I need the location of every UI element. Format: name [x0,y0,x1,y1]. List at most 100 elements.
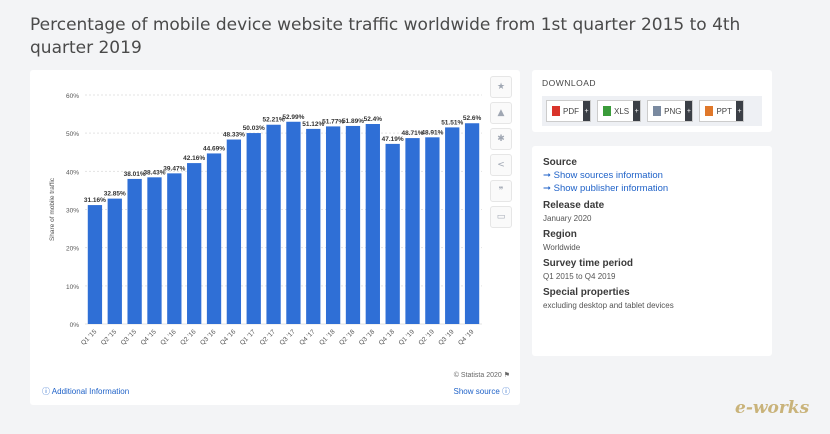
copyright: © Statista 2020 ⚑ [454,371,510,379]
y-tick-label: 50% [66,131,79,138]
bar [147,177,162,324]
y-tick-label: 0% [70,322,80,329]
special-heading: Special properties [543,287,630,298]
download-buttons: PDF + XLS + PNG + PPT + [542,96,762,126]
gear-icon[interactable]: ✱ [490,128,512,150]
plus-icon: + [583,101,590,121]
arrow-right-icon: ➞ [543,183,551,194]
plus-icon: + [633,101,641,121]
data-label: 51.77% [322,118,344,125]
bar [345,125,361,324]
data-label: 52.21% [263,117,285,124]
chart-card: 0% 10% 20% 30% 40% 50% 60% Share of mobile traf… [30,70,520,405]
region-value: Worldwide [543,243,581,252]
survey-heading: Survey time period [543,258,634,269]
download-pdf-button[interactable]: PDF + [546,100,591,122]
y-tick-label: 10% [66,284,79,291]
additional-information-link[interactable]: ⓘ Additional Information [42,386,129,397]
bar [206,153,222,324]
show-publisher-label: Show publisher information [553,183,669,194]
x-tick-label: Q2 '16 [179,328,198,347]
bar [246,133,261,324]
bell-icon[interactable]: ▲ [490,102,512,124]
release-value: January 2020 [543,214,592,223]
x-tick-label: Q1 '15 [80,328,99,347]
show-publisher-link[interactable]: ➞ Show publisher information [543,183,761,194]
x-tick-label: Q2 '17 [259,328,278,347]
x-tick-label: Q3 '17 [278,328,297,347]
xls-file-icon [603,106,611,116]
bar [167,173,182,324]
bar [445,127,460,324]
png-file-icon [653,106,662,116]
bar [226,139,242,324]
show-sources-label: Show sources information [553,170,663,181]
data-label: 32.85% [104,191,126,198]
plus-icon: + [736,101,744,121]
data-label: 44.69% [203,145,225,152]
data-label: 52.4% [364,116,383,123]
info-card: Source ➞ Show sources information ➞ Show… [532,146,772,356]
bar [266,124,281,324]
bar [385,143,400,324]
download-ppt-button[interactable]: PPT + [699,100,745,122]
quote-icon[interactable]: ❞ [490,180,512,202]
bar [425,137,440,324]
data-label: 38.01% [124,171,146,178]
download-pdf-label: PDF [563,106,579,116]
data-label: 48.91% [421,129,443,136]
bar [365,124,380,324]
download-card: DOWNLOAD PDF + XLS + PNG + PPT + [532,70,772,132]
data-label: 48.33% [223,132,245,139]
download-xls-button[interactable]: XLS + [597,100,642,122]
bar [286,121,301,324]
data-label: 50.03% [243,125,265,132]
download-title: DOWNLOAD [542,78,597,88]
x-tick-label: Q1 '18 [318,328,337,347]
info-icon: ⓘ [502,387,510,396]
share-icon[interactable]: < [490,154,512,176]
arrow-right-icon: ➞ [543,170,551,181]
y-tick-label: 40% [66,169,79,176]
x-tick-label: Q2 '15 [100,328,119,347]
bar-chart: 0% 10% 20% 30% 40% 50% 60% Share of mobile traf… [49,93,482,347]
x-tick-label: Q3 '16 [199,328,218,347]
bar [187,163,202,324]
region-heading: Region [543,229,577,240]
x-tick-label: Q4 '17 [298,328,317,347]
bar [325,126,341,324]
data-label: 42.16% [183,155,205,162]
data-label: 51.51% [441,119,463,126]
bar [87,205,103,324]
show-sources-link[interactable]: ➞ Show sources information [543,170,761,181]
data-label: 48.71% [402,130,424,137]
x-tick-label: Q2 '18 [338,328,357,347]
bar [464,123,480,324]
data-label: 51.89% [342,118,364,125]
data-label: 47.19% [382,136,404,143]
chart-title: Percentage of mobile device website traf… [30,15,741,58]
download-xls-label: XLS [614,106,630,116]
watermark-logo: e-works [735,398,810,418]
flag-icon: ⚑ [503,372,510,379]
x-tick-label: Q3 '15 [120,328,139,347]
x-tick-label: Q4 '15 [140,328,159,347]
plus-icon: + [685,101,693,121]
x-tick-label: Q1 '16 [159,328,178,347]
show-source-link[interactable]: Show source ⓘ [454,386,510,397]
download-png-button[interactable]: PNG + [647,100,694,122]
data-label: 52.6% [463,115,482,122]
print-icon[interactable]: ▭ [490,206,512,228]
release-heading: Release date [543,200,605,211]
x-tick-label: Q1 '19 [398,328,417,347]
chart-toolbar: ★ ▲ ✱ < ❞ ▭ [490,76,514,232]
info-icon: ⓘ [42,387,50,396]
y-tick-label: 60% [66,93,79,100]
survey-value: Q1 2015 to Q4 2019 [543,272,616,281]
star-icon[interactable]: ★ [490,76,512,98]
copyright-text: © Statista 2020 [453,372,502,379]
bar [107,198,122,324]
show-source-label: Show source [453,387,500,396]
data-label: 51.12% [302,121,324,128]
y-tick-label: 20% [66,246,79,253]
